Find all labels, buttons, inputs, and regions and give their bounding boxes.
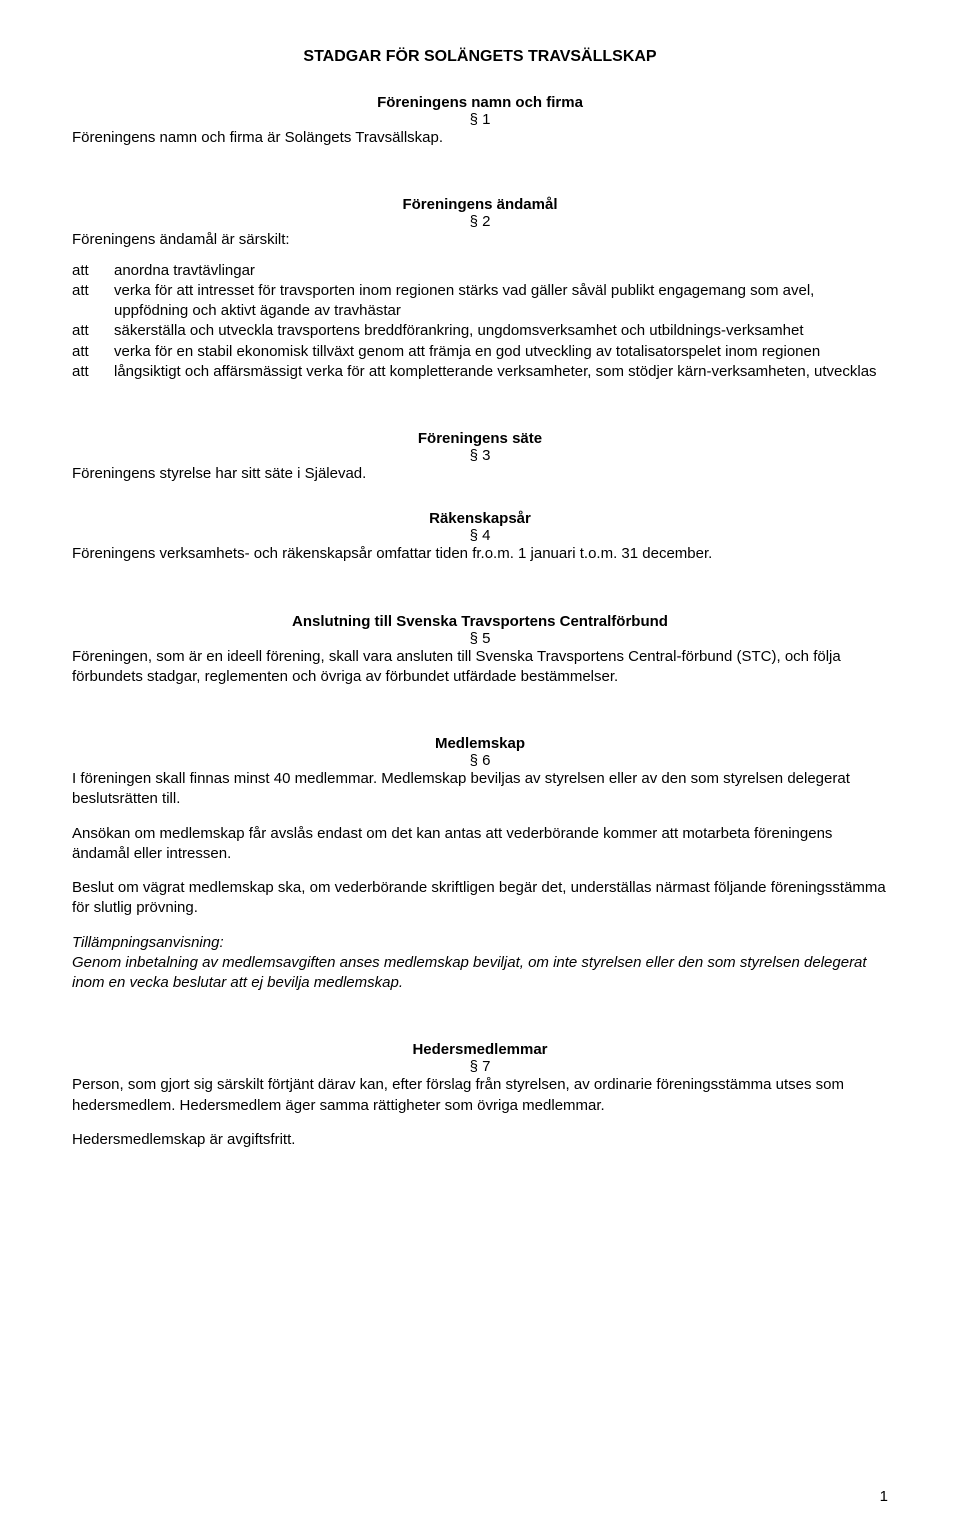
att-text: verka för att intresset för travsporten … xyxy=(114,281,888,322)
section-5-heading: Anslutning till Svenska Travsportens Cen… xyxy=(72,613,888,630)
doc-title: STADGAR FÖR SOLÄNGETS TRAVSÄLLSKAP xyxy=(72,48,888,66)
att-label: att xyxy=(72,281,114,322)
page-number: 1 xyxy=(880,1488,888,1505)
section-2-item: att verka för att intresset för travspor… xyxy=(72,281,888,322)
section-3: Föreningens säte § 3 Föreningens styrels… xyxy=(72,430,888,484)
section-2-list: att anordna travtävlingar att verka för … xyxy=(72,261,888,383)
section-6-p2: Ansökan om medlemskap får avslås endast … xyxy=(72,824,888,865)
section-5-body: Föreningen, som är en ideell förening, s… xyxy=(72,647,888,688)
section-2-intro: Föreningens ändamål är särskilt: xyxy=(72,230,888,250)
att-label: att xyxy=(72,342,114,362)
att-label: att xyxy=(72,321,114,341)
section-3-num: § 3 xyxy=(72,447,888,464)
section-2-item: att säkerställa och utveckla travsporten… xyxy=(72,321,888,341)
section-7-heading: Hedersmedlemmar xyxy=(72,1041,888,1058)
section-1-heading: Föreningens namn och firma xyxy=(72,94,888,111)
section-4-num: § 4 xyxy=(72,527,888,544)
section-5-num: § 5 xyxy=(72,630,888,647)
section-7-num: § 7 xyxy=(72,1058,888,1075)
att-text: säkerställa och utveckla travsportens br… xyxy=(114,321,888,341)
section-3-body: Föreningens styrelse har sitt säte i Sjä… xyxy=(72,464,888,484)
att-label: att xyxy=(72,362,114,382)
section-7-p1: Person, som gjort sig särskilt förtjänt … xyxy=(72,1075,888,1116)
att-label: att xyxy=(72,261,114,281)
section-4-heading: Räkenskapsår xyxy=(72,510,888,527)
section-1-body: Föreningens namn och firma är Solängets … xyxy=(72,128,888,148)
section-6-num: § 6 xyxy=(72,752,888,769)
section-3-heading: Föreningens säte xyxy=(72,430,888,447)
section-6-p1: I föreningen skall finnas minst 40 medle… xyxy=(72,769,888,810)
section-6-tip-body: Genom inbetalning av medlemsavgiften ans… xyxy=(72,953,888,994)
section-2-item: att anordna travtävlingar xyxy=(72,261,888,281)
section-5: Anslutning till Svenska Travsportens Cen… xyxy=(72,613,888,688)
section-6-p3: Beslut om vägrat medlemskap ska, om vede… xyxy=(72,878,888,919)
section-2-item: att långsiktigt och affärsmässigt verka … xyxy=(72,362,888,382)
section-2: Föreningens ändamål § 2 Föreningens ända… xyxy=(72,196,888,382)
section-2-num: § 2 xyxy=(72,213,888,230)
att-text: verka för en stabil ekonomisk tillväxt g… xyxy=(114,342,888,362)
page: STADGAR FÖR SOLÄNGETS TRAVSÄLLSKAP Fören… xyxy=(0,0,960,1533)
att-text: långsiktigt och affärsmässigt verka för … xyxy=(114,362,888,382)
section-2-item: att verka för en stabil ekonomisk tillvä… xyxy=(72,342,888,362)
att-text: anordna travtävlingar xyxy=(114,261,888,281)
section-6-tip-label: Tillämpningsanvisning: xyxy=(72,933,888,953)
section-4-body: Föreningens verksamhets- och räkenskapså… xyxy=(72,544,888,564)
section-1: Föreningens namn och firma § 1 Föreninge… xyxy=(72,94,888,148)
section-1-num: § 1 xyxy=(72,111,888,128)
section-6-heading: Medlemskap xyxy=(72,735,888,752)
section-2-heading: Föreningens ändamål xyxy=(72,196,888,213)
section-4: Räkenskapsår § 4 Föreningens verksamhets… xyxy=(72,510,888,564)
section-7-p2: Hedersmedlemskap är avgiftsfritt. xyxy=(72,1130,888,1150)
section-7: Hedersmedlemmar § 7 Person, som gjort si… xyxy=(72,1041,888,1150)
section-6: Medlemskap § 6 I föreningen skall finnas… xyxy=(72,735,888,993)
